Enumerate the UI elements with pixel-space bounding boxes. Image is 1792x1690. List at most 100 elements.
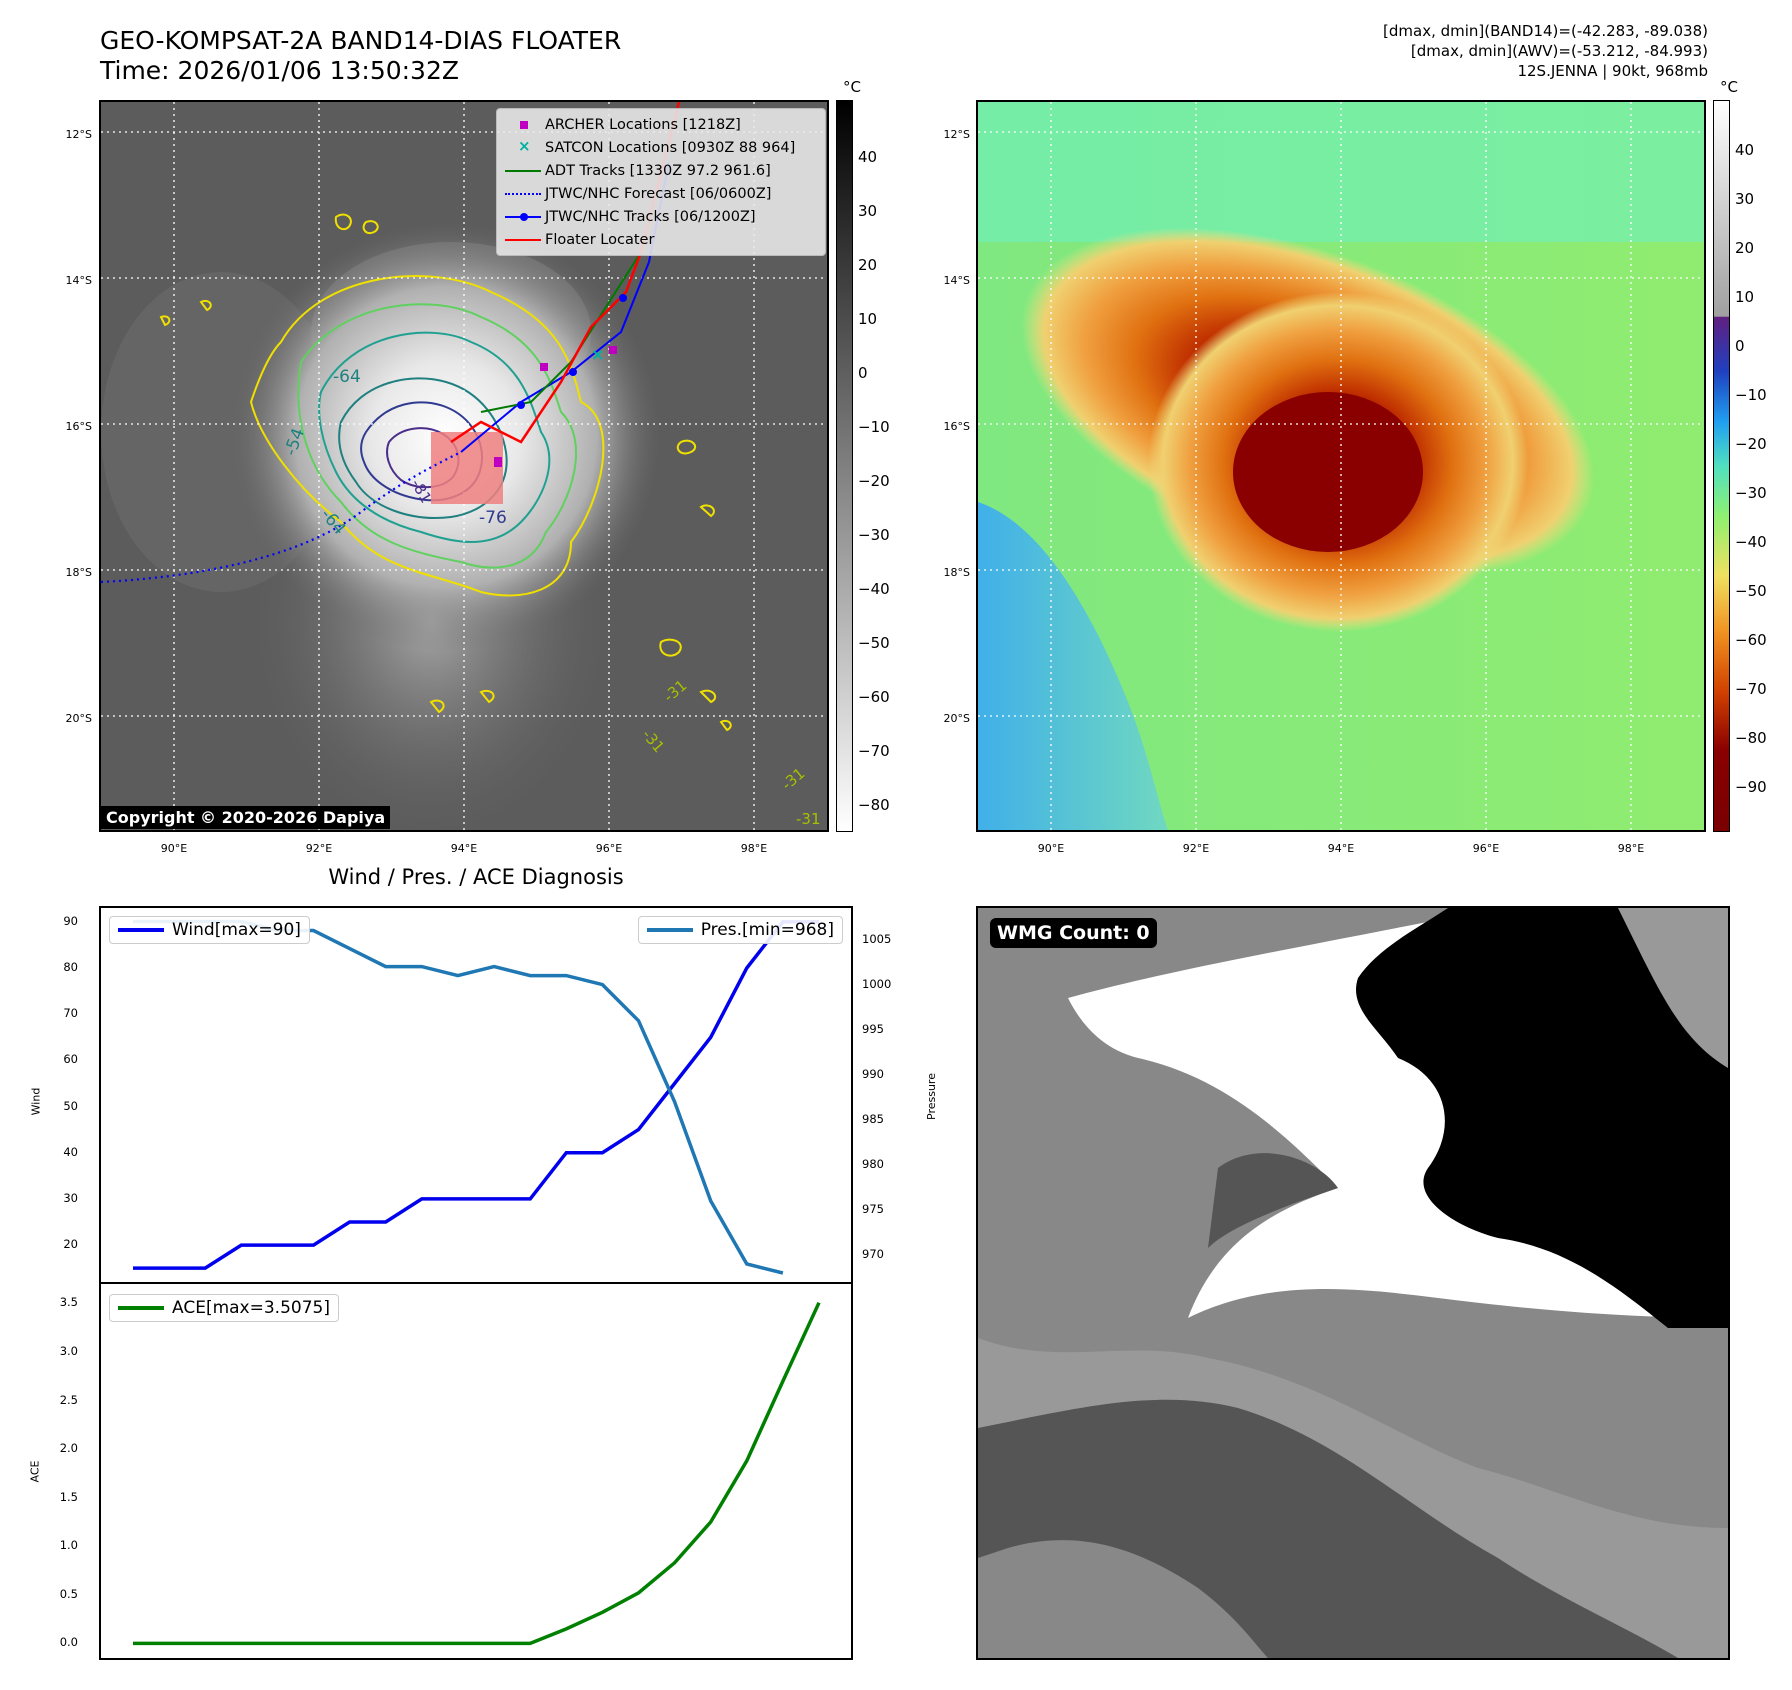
jtwc-forecast-track xyxy=(101,451,462,584)
axis-tick-label: 40 xyxy=(63,1144,78,1159)
ir-map-panel: × -64 -54 -64 -76 -81 -31 -31 -31 -31 AR… xyxy=(99,100,829,832)
lon-label: 96°E xyxy=(1472,842,1500,855)
axis-tick-label: 50 xyxy=(63,1098,78,1113)
wind-axis-title: Wind xyxy=(29,1087,43,1116)
axis-tick-label: 970 xyxy=(862,1246,884,1261)
diagnosis-chart-title: Wind / Pres. / ACE Diagnosis xyxy=(328,865,624,889)
lat-label: 14°S xyxy=(65,274,92,287)
axis-tick-label: 0.5 xyxy=(59,1586,78,1601)
figure-title-line1: GEO-KOMPSAT-2A BAND14-DIAS FLOATER xyxy=(100,26,622,55)
color-colorbar-tick: 0 xyxy=(1735,337,1745,355)
gray-colorbar-tick: 40 xyxy=(858,148,878,166)
color-ir-map-image xyxy=(978,102,1704,830)
color-colorbar-tick: −30 xyxy=(1735,484,1767,502)
info-line3: 12S.JENNA | 90kt, 968mb xyxy=(1517,62,1708,80)
legend-jtwc-tracks: JTWC/NHC Tracks [06/1200Z] xyxy=(503,205,819,228)
lat-label: 12°S xyxy=(65,128,92,141)
lat-label: 20°S xyxy=(943,712,970,725)
ace-legend: ACE[max=3.5075] xyxy=(109,1294,339,1322)
gray-colorbar-tick: 30 xyxy=(858,202,878,220)
color-colorbar-tick: 40 xyxy=(1735,141,1755,159)
gray-colorbar-tick: −50 xyxy=(858,634,890,652)
axis-tick-label: 3.0 xyxy=(59,1344,78,1358)
wmg-count-badge: WMG Count: 0 xyxy=(990,918,1157,948)
legend-adt: ADT Tracks [1330Z 97.2 961.6] xyxy=(503,159,819,182)
colorbar-unit-color: °C xyxy=(1720,78,1738,96)
contour-label: -31 xyxy=(796,810,821,828)
gray-colorbar-tick: −30 xyxy=(858,526,890,544)
color-colorbar-tick: 20 xyxy=(1735,239,1755,257)
lon-label: 98°E xyxy=(1617,842,1645,855)
wind-pressure-plot xyxy=(133,919,819,1275)
lon-label: 92°E xyxy=(305,842,333,855)
color-colorbar-tick: −10 xyxy=(1735,386,1767,404)
axis-tick-label: 1.5 xyxy=(59,1489,78,1504)
color-colorbar-tick: −80 xyxy=(1735,729,1767,747)
svg-text:×: × xyxy=(591,345,604,364)
color-colorbar-tick: −60 xyxy=(1735,631,1767,649)
colorbar-unit-gray: °C xyxy=(843,78,861,96)
wmg-image xyxy=(978,908,1728,1658)
lon-label: 98°E xyxy=(740,842,768,855)
axis-tick-label: 80 xyxy=(63,960,78,975)
gray-colorbar-tick: 0 xyxy=(858,364,868,382)
pressure-series-line xyxy=(133,919,784,1275)
wind-series-line xyxy=(133,920,819,1270)
lat-label: 18°S xyxy=(65,566,92,579)
color-ir-map-panel xyxy=(976,100,1706,832)
lon-label: 92°E xyxy=(1182,842,1210,855)
gray-colorbar-tick: −60 xyxy=(858,688,890,706)
axis-tick-label: 20 xyxy=(63,1237,78,1252)
gray-colorbar-tick: −70 xyxy=(858,742,890,760)
gray-colorbar-tick: 20 xyxy=(858,256,878,274)
color-colorbar-tick: −40 xyxy=(1735,533,1767,551)
ir-map-legend: ARCHER Locations [1218Z] × SATCON Locatio… xyxy=(496,108,826,256)
lon-label: 94°E xyxy=(450,842,478,855)
lat-label: 18°S xyxy=(943,566,970,579)
axis-tick-label: 0.0 xyxy=(59,1635,78,1650)
legend-floater: Floater Locater xyxy=(503,228,819,251)
axis-tick-label: 975 xyxy=(862,1201,884,1216)
gray-colorbar-tick: −10 xyxy=(858,418,890,436)
info-line1: [dmax, dmin](BAND14)=(-42.283, -89.038) xyxy=(1383,22,1708,40)
info-line2: [dmax, dmin](AWV)=(-53.212, -84.993) xyxy=(1410,42,1708,60)
lon-label: 96°E xyxy=(595,842,623,855)
gray-colorbar-tick: −20 xyxy=(858,472,890,490)
color-colorbar xyxy=(1713,100,1730,832)
axis-tick-label: 2.0 xyxy=(59,1441,78,1456)
axis-tick-label: 90 xyxy=(63,913,78,928)
legend-archer: ARCHER Locations [1218Z] xyxy=(503,113,819,136)
contour-label: -76 xyxy=(479,508,507,528)
color-colorbar-tick: −70 xyxy=(1735,680,1767,698)
pressure-axis-title: Pressure xyxy=(924,1073,938,1120)
axis-tick-label: 2.5 xyxy=(59,1392,78,1407)
lat-label: 20°S xyxy=(65,712,92,725)
axis-tick-label: 990 xyxy=(862,1066,884,1081)
ace-axis-title: ACE xyxy=(28,1460,42,1483)
wmg-panel: WMG Count: 0 xyxy=(976,906,1730,1660)
wind-pressure-panel: Wind[max=90] Pres.[min=968] xyxy=(99,906,853,1284)
axis-tick-label: 1.0 xyxy=(59,1538,78,1553)
lon-label: 94°E xyxy=(1327,842,1355,855)
axis-tick-label: 70 xyxy=(63,1006,78,1021)
figure-title-line2: Time: 2026/01/06 13:50:32Z xyxy=(100,56,459,85)
pressure-legend: Pres.[min=968] xyxy=(637,916,843,944)
axis-tick-label: 3.5 xyxy=(59,1295,78,1310)
gray-colorbar-tick: −40 xyxy=(858,580,890,598)
floater-box xyxy=(431,432,503,504)
axis-tick-label: 1005 xyxy=(862,931,892,946)
axis-tick-label: 995 xyxy=(862,1021,884,1036)
color-map-gridlines xyxy=(978,102,1704,830)
lat-label: 16°S xyxy=(943,420,970,433)
color-colorbar-tick: −90 xyxy=(1735,778,1767,796)
axis-tick-label: 980 xyxy=(862,1156,884,1171)
color-colorbar-tick: −20 xyxy=(1735,435,1767,453)
color-colorbar-tick: 30 xyxy=(1735,190,1755,208)
lat-label: 14°S xyxy=(943,274,970,287)
contour-label: -64 xyxy=(333,367,361,387)
axis-tick-label: 30 xyxy=(63,1190,78,1205)
ace-panel: ACE[max=3.5075] xyxy=(99,1282,853,1660)
lon-label: 90°E xyxy=(1037,842,1065,855)
color-colorbar-tick: −50 xyxy=(1735,582,1767,600)
lat-label: 12°S xyxy=(943,128,970,141)
